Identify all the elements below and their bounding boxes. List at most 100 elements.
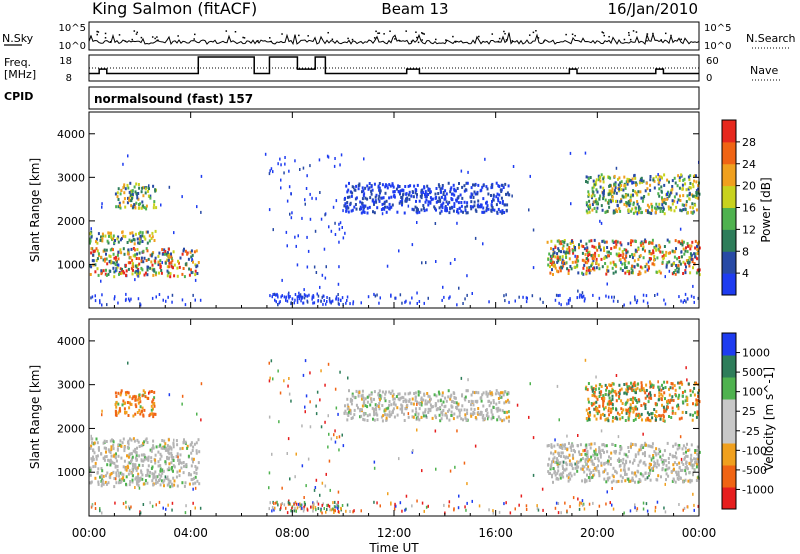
range-cell (456, 187, 459, 190)
range-cell (426, 392, 429, 395)
range-cell (576, 255, 579, 259)
velocity-ylabel: Slant Range [km] (28, 365, 42, 469)
range-cell (616, 411, 619, 415)
range-cell (582, 245, 585, 248)
range-cell (168, 462, 171, 466)
range-cell (418, 300, 421, 303)
range-cell (581, 291, 584, 295)
range-cell (385, 210, 388, 214)
range-cell (639, 479, 642, 483)
range-cell (637, 190, 640, 194)
range-cell (587, 268, 590, 272)
search-noise-dot (623, 38, 626, 41)
range-cell (481, 393, 484, 397)
range-cell (420, 415, 423, 419)
range-cell (579, 293, 581, 297)
range-cell (664, 302, 667, 306)
range-cell (644, 463, 647, 467)
range-cell (680, 255, 683, 259)
range-cell (694, 195, 697, 199)
range-cell (155, 445, 158, 449)
range-cell (559, 446, 562, 449)
range-cell (552, 467, 555, 470)
range-cell (127, 248, 130, 252)
range-cell (335, 199, 338, 203)
range-cell (324, 276, 327, 280)
range-cell (619, 267, 622, 271)
noise-trace (88, 30, 700, 46)
range-cell (612, 199, 614, 203)
range-cell (497, 406, 500, 410)
range-cell (337, 510, 340, 513)
range-cell (378, 301, 380, 305)
range-cell (139, 412, 142, 416)
range-cell (502, 186, 505, 189)
range-cell (525, 508, 528, 511)
range-cell (160, 479, 163, 483)
range-cell (129, 255, 132, 259)
range-cell (685, 188, 688, 192)
range-cell (694, 403, 697, 407)
range-cell (627, 261, 630, 265)
range-cell (277, 503, 279, 507)
range-cell (137, 466, 139, 470)
range-cell (312, 506, 315, 510)
range-cell (618, 187, 621, 191)
range-cell (113, 485, 116, 489)
range-cell (564, 468, 567, 472)
range-cell (631, 384, 634, 388)
range-cell (177, 458, 179, 462)
range-cell (134, 477, 137, 481)
range-cell (631, 406, 634, 410)
range-cell (642, 432, 644, 436)
range-cell (694, 255, 697, 259)
range-cell (663, 391, 666, 395)
range-cell (651, 383, 654, 387)
range-cell (594, 200, 597, 204)
range-cell (690, 244, 693, 248)
range-cell (131, 231, 134, 235)
range-cell (360, 408, 363, 412)
range-cell (153, 412, 156, 416)
range-cell (648, 251, 651, 255)
range-cell (503, 502, 505, 506)
range-cell (420, 193, 423, 197)
range-cell (572, 453, 574, 457)
search-noise-dot (629, 38, 632, 41)
range-cell (640, 179, 643, 182)
range-cell (321, 295, 323, 299)
range-cell (558, 454, 560, 457)
search-noise-dot (680, 38, 682, 41)
range-cell (696, 257, 699, 261)
range-cell (463, 461, 466, 465)
range-cell (288, 185, 291, 189)
range-cell (650, 463, 652, 467)
range-cell (561, 240, 564, 243)
range-cell (359, 415, 361, 419)
range-cell (671, 185, 674, 188)
range-cell (303, 501, 306, 504)
range-cell (584, 260, 587, 264)
range-cell (427, 203, 430, 207)
range-cell (693, 386, 696, 390)
range-cell (615, 374, 618, 377)
range-cell (568, 249, 571, 253)
range-cell (422, 206, 425, 210)
range-cell (154, 453, 157, 457)
range-cell (495, 389, 498, 393)
range-cell (116, 447, 119, 451)
range-cell (639, 445, 642, 449)
range-cell (673, 176, 676, 180)
range-cell (200, 382, 203, 386)
range-cell (558, 249, 560, 253)
range-cell (568, 251, 571, 255)
range-cell (268, 379, 271, 383)
range-cell (507, 391, 510, 394)
range-cell (455, 401, 458, 405)
range-cell (323, 247, 326, 251)
range-cell (568, 441, 570, 445)
range-cell (437, 399, 440, 403)
range-cell (422, 398, 425, 402)
range-cell (620, 188, 623, 192)
range-cell (106, 303, 108, 307)
